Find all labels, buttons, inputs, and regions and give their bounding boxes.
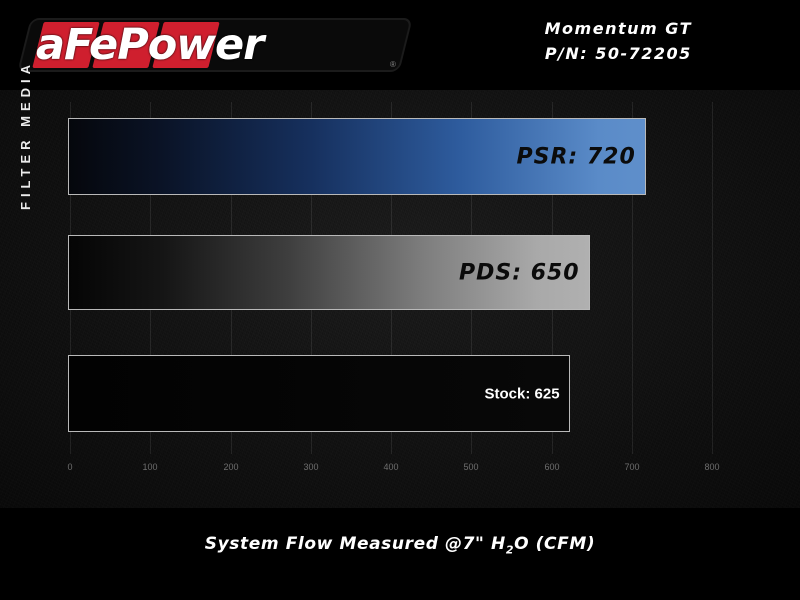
product-name: Momentum GT (544, 19, 692, 38)
footer-bar: System Flow Measured @7" H2O (CFM) (0, 508, 800, 600)
x-tick-600: 600 (544, 462, 560, 472)
x-tick-500: 500 (463, 462, 479, 472)
afe-power-logo: aFePower ® (18, 14, 418, 76)
registered-trademark-icon: ® (390, 60, 396, 69)
gridline (712, 102, 713, 454)
x-tick-100: 100 (142, 462, 158, 472)
y-axis-label: FILTER MEDIA (18, 59, 33, 210)
x-tick-200: 200 (223, 462, 239, 472)
logo-wordmark: aFePower (36, 20, 264, 70)
bar-label-psr: PSR: 720 (516, 144, 636, 169)
header-bar: aFePower ® Momentum GT P/N: 50-72205 (0, 0, 800, 90)
product-info: Momentum GT P/N: 50-72205 (545, 16, 692, 66)
bar-stock: Stock: 625 (68, 355, 570, 432)
bar-psr: PSR: 720 (68, 118, 646, 195)
bar-pds: PDS: 650 (68, 235, 590, 310)
bar-label-stock: Stock: 625 (484, 385, 560, 402)
x-tick-0: 0 (67, 462, 73, 472)
part-number: P/N: 50-72205 (544, 44, 692, 63)
caption-post: O (CFM) (514, 534, 596, 554)
chart-caption: System Flow Measured @7" H2O (CFM) (0, 534, 800, 556)
chart-plot-area: FILTER MEDIA PSR: 720 PDS: 650 Stock: 62… (0, 60, 800, 508)
logo-afe-text: aFe (36, 20, 118, 70)
caption-pre: System Flow Measured @7" H (204, 534, 506, 554)
x-tick-400: 400 (383, 462, 399, 472)
x-tick-800: 800 (704, 462, 720, 472)
x-tick-700: 700 (624, 462, 640, 472)
bar-label-pds: PDS: 650 (459, 260, 580, 285)
x-tick-300: 300 (303, 462, 319, 472)
gridline (632, 102, 633, 454)
caption-subscript: 2 (505, 543, 515, 557)
logo-power-text: Power (117, 20, 264, 70)
